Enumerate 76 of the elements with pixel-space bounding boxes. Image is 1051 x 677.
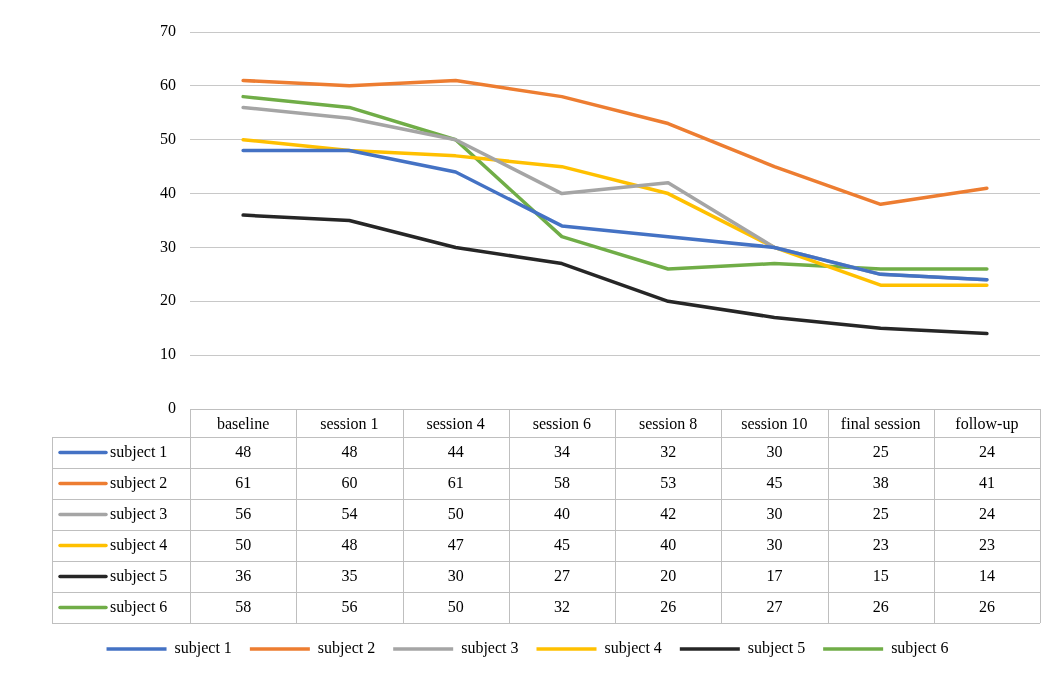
y-tick-label: 20 bbox=[160, 291, 176, 309]
data-label: 56 bbox=[235, 504, 252, 522]
text: subject 3 bbox=[461, 639, 519, 657]
data-label: 26 bbox=[660, 597, 677, 615]
data-label: 48 bbox=[341, 535, 358, 553]
y-tick-label: 0 bbox=[168, 399, 176, 417]
y-tick-label: 70 bbox=[160, 22, 176, 40]
legend-label: subject 4 bbox=[110, 535, 168, 554]
data-label: 32 bbox=[553, 597, 570, 615]
x-tick-label: session 6 bbox=[532, 414, 591, 432]
data-label: 61 bbox=[235, 473, 252, 491]
legend-label: subject 2 bbox=[110, 473, 168, 492]
data-label: 30 bbox=[447, 566, 464, 584]
legend-label: subject 1 bbox=[110, 442, 168, 461]
x-tick-label: baseline bbox=[216, 414, 270, 432]
data-label: 48 bbox=[235, 442, 252, 460]
data-label: 41 bbox=[978, 473, 995, 491]
data-label: 58 bbox=[235, 597, 252, 615]
text: subject 1 bbox=[174, 639, 232, 657]
data-label: 54 bbox=[341, 504, 358, 522]
data-label: 56 bbox=[341, 597, 358, 615]
data-label: 40 bbox=[660, 535, 677, 553]
y-tick-label: 40 bbox=[160, 183, 176, 201]
data-label: 20 bbox=[660, 566, 677, 584]
data-label: 40 bbox=[553, 504, 570, 522]
data-label: 26 bbox=[872, 597, 889, 615]
x-tick-label: session 1 bbox=[320, 414, 379, 432]
x-tick-label: final session bbox=[840, 414, 921, 432]
data-label: 24 bbox=[978, 504, 995, 522]
data-label: 23 bbox=[872, 535, 889, 553]
data-label: 30 bbox=[766, 442, 783, 460]
data-label: 26 bbox=[978, 597, 995, 615]
data-label: 17 bbox=[766, 566, 783, 584]
y-tick-label: 60 bbox=[160, 76, 176, 94]
text: subject 5 bbox=[747, 639, 806, 657]
data-label: 36 bbox=[235, 566, 252, 584]
data-label: 35 bbox=[341, 566, 358, 584]
data-label: 27 bbox=[553, 566, 570, 584]
y-tick-label: 50 bbox=[160, 129, 176, 147]
data-label: 30 bbox=[766, 504, 783, 522]
data-label: 32 bbox=[660, 442, 677, 460]
data-label: 48 bbox=[341, 442, 358, 460]
text: subject 4 bbox=[604, 639, 662, 657]
data-label: 14 bbox=[978, 566, 995, 584]
text: subject 2 bbox=[317, 639, 376, 657]
text: subject 6 bbox=[891, 639, 949, 657]
data-label: 60 bbox=[341, 473, 358, 491]
data-label: 50 bbox=[447, 504, 464, 522]
legend-label: subject 3 bbox=[110, 504, 168, 523]
data-label: 58 bbox=[553, 473, 570, 491]
x-tick-label: session 10 bbox=[741, 414, 808, 432]
x-tick-label: session 8 bbox=[639, 414, 698, 432]
data-label: 42 bbox=[660, 504, 677, 522]
data-label: 15 bbox=[872, 566, 889, 584]
data-label: 45 bbox=[553, 535, 570, 553]
x-tick-label: session 4 bbox=[426, 414, 485, 432]
y-tick-label: 30 bbox=[160, 237, 176, 255]
data-label: 61 bbox=[447, 473, 464, 491]
y-tick-label: 10 bbox=[160, 345, 176, 363]
legend-label: subject 5 bbox=[110, 566, 168, 585]
data-label: 50 bbox=[235, 535, 252, 553]
data-label: 25 bbox=[872, 442, 889, 460]
data-label: 53 bbox=[660, 473, 677, 491]
data-label: 27 bbox=[766, 597, 783, 615]
data-label: 30 bbox=[766, 535, 783, 553]
data-label: 50 bbox=[447, 597, 464, 615]
legend-label: subject 6 bbox=[110, 597, 168, 616]
data-label: 34 bbox=[553, 442, 570, 460]
data-label: 45 bbox=[766, 473, 783, 491]
data-label: 44 bbox=[447, 442, 464, 460]
data-label: 38 bbox=[872, 473, 889, 491]
data-label: 47 bbox=[447, 535, 464, 553]
data-label: 25 bbox=[872, 504, 889, 522]
data-label: 23 bbox=[978, 535, 995, 553]
x-tick-label: follow-up bbox=[955, 414, 1019, 433]
data-label: 24 bbox=[978, 442, 995, 460]
